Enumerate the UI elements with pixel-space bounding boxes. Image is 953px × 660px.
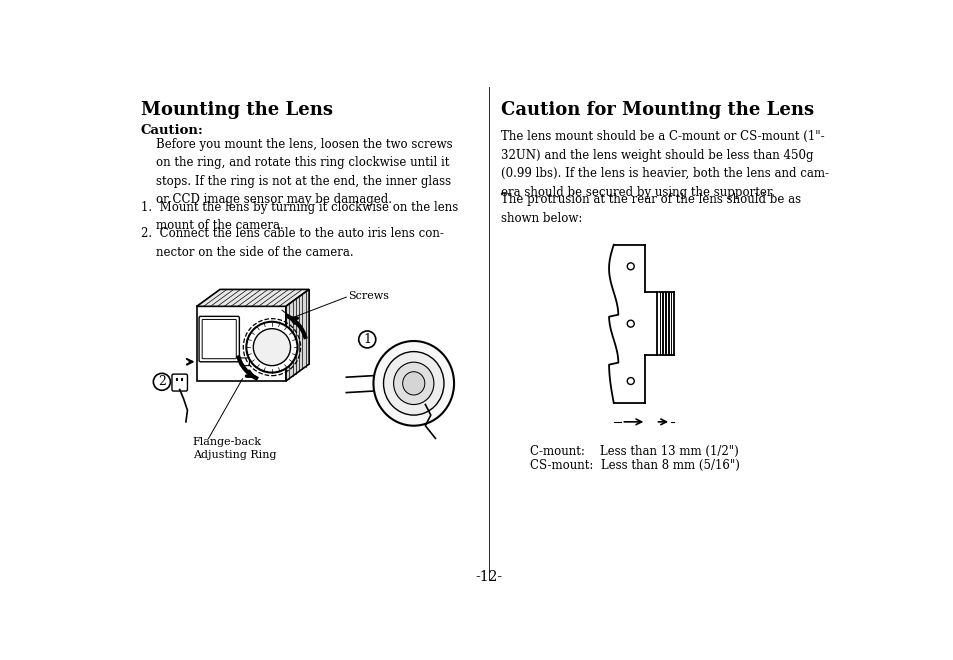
Ellipse shape	[383, 352, 443, 415]
Text: Mounting the Lens: Mounting the Lens	[141, 101, 333, 119]
FancyBboxPatch shape	[240, 358, 249, 366]
Polygon shape	[196, 290, 309, 306]
Text: The protrusion at the rear of the lens should be as
shown below:: The protrusion at the rear of the lens s…	[500, 193, 801, 224]
Ellipse shape	[394, 362, 434, 405]
Text: 2.  Connect the lens cable to the auto iris lens con-
    nector on the side of : 2. Connect the lens cable to the auto ir…	[141, 227, 443, 259]
Text: C-mount:    Less than 13 mm (1/2"): C-mount: Less than 13 mm (1/2")	[530, 445, 738, 458]
Text: 1.  Mount the lens by turning it clockwise on the lens
    mount of the camera.: 1. Mount the lens by turning it clockwis…	[141, 201, 457, 232]
Circle shape	[253, 329, 291, 366]
Text: -12-: -12-	[475, 570, 502, 585]
Text: The lens mount should be a C-mount or CS-mount (1"-
32UN) and the lens weight sh: The lens mount should be a C-mount or CS…	[500, 130, 828, 199]
Text: Flange-back
Adjusting Ring: Flange-back Adjusting Ring	[193, 438, 276, 461]
Text: Screws: Screws	[348, 291, 389, 301]
Polygon shape	[196, 306, 286, 381]
Text: Caution:: Caution:	[141, 124, 204, 137]
Text: 2: 2	[158, 376, 166, 388]
Ellipse shape	[402, 372, 424, 395]
Polygon shape	[286, 290, 309, 381]
Text: Before you mount the lens, loosen the two screws
    on the ring, and rotate thi: Before you mount the lens, loosen the tw…	[141, 138, 452, 206]
FancyBboxPatch shape	[172, 374, 187, 391]
Text: CS-mount:  Less than 8 mm (5/16"): CS-mount: Less than 8 mm (5/16")	[530, 459, 740, 472]
Text: 1: 1	[363, 333, 371, 346]
Circle shape	[246, 322, 297, 372]
FancyBboxPatch shape	[199, 316, 239, 362]
Ellipse shape	[373, 341, 454, 426]
Text: Caution for Mounting the Lens: Caution for Mounting the Lens	[500, 101, 814, 119]
